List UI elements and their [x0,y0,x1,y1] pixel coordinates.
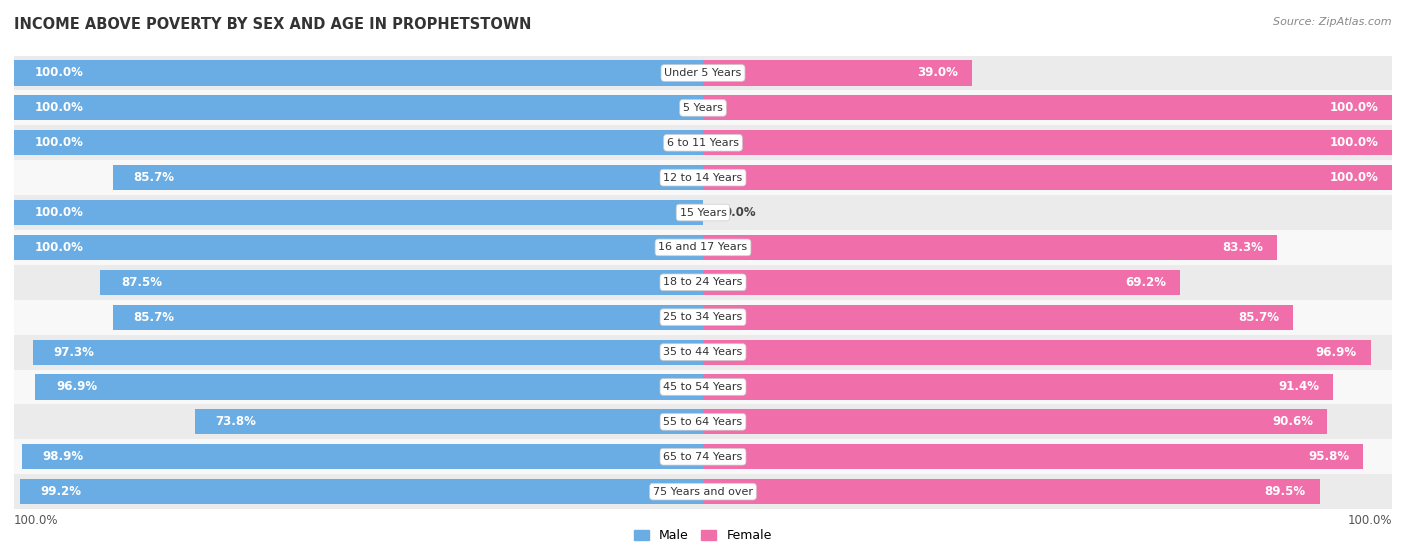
Text: 12 to 14 Years: 12 to 14 Years [664,173,742,183]
Text: 100.0%: 100.0% [1329,136,1378,149]
Bar [703,375,1333,400]
Text: 83.3%: 83.3% [1222,241,1263,254]
Text: 91.4%: 91.4% [1278,381,1319,394]
Text: Under 5 Years: Under 5 Years [665,68,741,78]
Bar [703,305,1294,330]
Bar [14,265,1392,300]
Bar [14,335,1392,369]
Text: 65 to 74 Years: 65 to 74 Years [664,452,742,462]
Bar [100,270,703,295]
Text: 89.5%: 89.5% [1265,485,1306,498]
Bar [112,305,703,330]
Bar [32,339,703,364]
Bar [703,339,1371,364]
Bar [112,165,703,190]
Text: 75 Years and over: 75 Years and over [652,486,754,496]
Bar [14,200,703,225]
Text: 45 to 54 Years: 45 to 54 Years [664,382,742,392]
Text: 98.9%: 98.9% [42,450,83,463]
Bar [703,60,972,86]
Bar [14,96,703,120]
Text: 100.0%: 100.0% [35,241,83,254]
Bar [14,439,1392,474]
Bar [14,60,703,86]
Text: 97.3%: 97.3% [53,345,94,358]
Bar [14,91,1392,125]
Bar [14,130,703,155]
Text: 15 Years: 15 Years [679,207,727,217]
Text: 16 and 17 Years: 16 and 17 Years [658,243,748,253]
Bar [703,130,1392,155]
Bar [703,479,1320,504]
Bar [14,369,1392,404]
Bar [14,235,703,260]
Text: 100.0%: 100.0% [1329,171,1378,184]
Text: 100.0%: 100.0% [35,101,83,115]
Bar [14,404,1392,439]
Text: 100.0%: 100.0% [1329,101,1378,115]
Bar [14,300,1392,335]
Bar [703,235,1277,260]
Text: INCOME ABOVE POVERTY BY SEX AND AGE IN PROPHETSTOWN: INCOME ABOVE POVERTY BY SEX AND AGE IN P… [14,17,531,32]
Bar [703,165,1392,190]
Bar [20,479,703,504]
Text: 85.7%: 85.7% [1239,311,1279,324]
Text: 85.7%: 85.7% [134,171,174,184]
Bar [703,409,1327,434]
Text: 0.0%: 0.0% [724,206,756,219]
Text: Source: ZipAtlas.com: Source: ZipAtlas.com [1274,17,1392,27]
Text: 100.0%: 100.0% [35,67,83,79]
Text: 25 to 34 Years: 25 to 34 Years [664,312,742,322]
Text: 96.9%: 96.9% [1316,345,1357,358]
Text: 5 Years: 5 Years [683,103,723,113]
Text: 100.0%: 100.0% [14,514,59,527]
Bar [14,230,1392,265]
Text: 96.9%: 96.9% [56,381,97,394]
Legend: Male, Female: Male, Female [630,524,776,547]
Text: 39.0%: 39.0% [917,67,957,79]
Text: 87.5%: 87.5% [121,276,162,289]
Bar [14,125,1392,160]
Bar [703,270,1180,295]
Text: 6 to 11 Years: 6 to 11 Years [666,138,740,148]
Bar [14,160,1392,195]
Bar [14,55,1392,91]
Text: 95.8%: 95.8% [1308,450,1350,463]
Bar [194,409,703,434]
Text: 90.6%: 90.6% [1272,415,1313,428]
Text: 18 to 24 Years: 18 to 24 Years [664,277,742,287]
Text: 99.2%: 99.2% [41,485,82,498]
Text: 100.0%: 100.0% [1347,514,1392,527]
Text: 85.7%: 85.7% [134,311,174,324]
Bar [35,375,703,400]
Text: 35 to 44 Years: 35 to 44 Years [664,347,742,357]
Text: 100.0%: 100.0% [35,136,83,149]
Bar [703,444,1362,469]
Bar [21,444,703,469]
Text: 55 to 64 Years: 55 to 64 Years [664,417,742,427]
Text: 73.8%: 73.8% [215,415,256,428]
Text: 69.2%: 69.2% [1125,276,1166,289]
Bar [14,195,1392,230]
Bar [14,474,1392,509]
Bar [703,96,1392,120]
Text: 100.0%: 100.0% [35,206,83,219]
